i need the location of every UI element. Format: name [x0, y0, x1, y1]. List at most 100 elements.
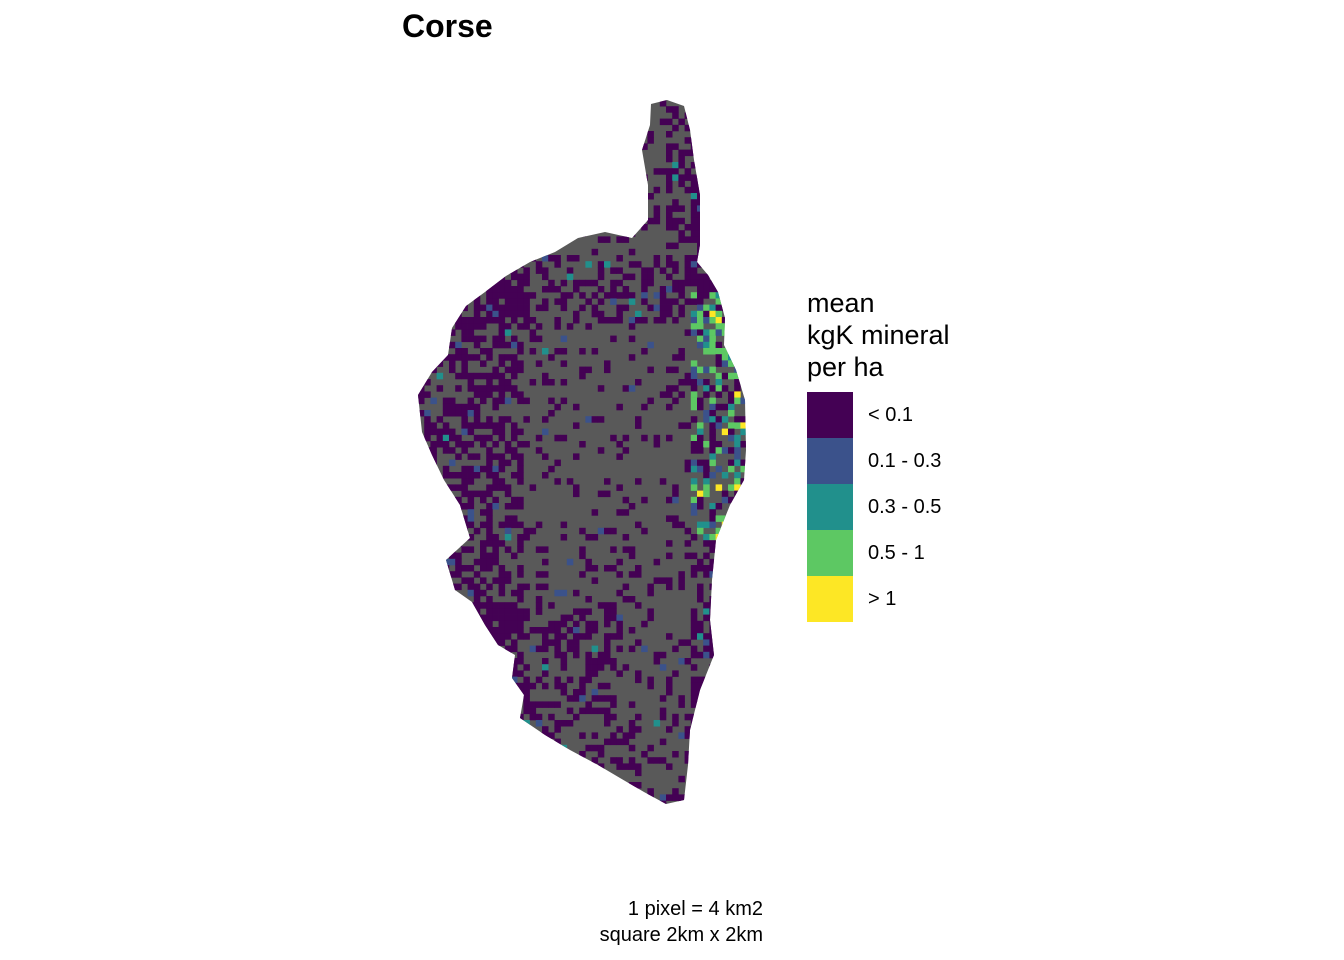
- raster-pixel: [672, 713, 679, 721]
- raster-pixel: [529, 682, 537, 690]
- raster-pixel: [504, 304, 512, 312]
- raster-pixel: [579, 279, 586, 287]
- raster-pixel: [523, 763, 530, 770]
- raster-pixel: [734, 515, 741, 522]
- raster-pixel: [529, 701, 537, 708]
- raster-pixel: [467, 261, 475, 268]
- raster-pixel: [697, 193, 704, 200]
- raster-pixel: [734, 651, 741, 659]
- raster-pixel: [622, 664, 630, 671]
- raster-pixel: [523, 267, 530, 274]
- raster-pixel: [690, 174, 698, 181]
- raster-pixel: [616, 670, 623, 677]
- raster-pixel: [473, 224, 481, 231]
- raster-pixel: [436, 658, 444, 665]
- raster-pixel: [721, 199, 729, 206]
- raster-pixel: [709, 230, 716, 237]
- raster-pixel: [604, 261, 611, 268]
- raster-pixel: [523, 633, 530, 640]
- raster-pixel: [690, 620, 698, 628]
- raster-pixel: [517, 137, 524, 144]
- raster-pixel: [709, 540, 716, 547]
- raster-pixel: [703, 608, 710, 615]
- raster-pixel: [610, 224, 617, 231]
- raster-pixel: [573, 620, 580, 628]
- raster-pixel: [436, 162, 444, 169]
- raster-pixel: [504, 385, 512, 392]
- raster-pixel: [585, 416, 592, 423]
- raster-pixel: [690, 484, 698, 491]
- raster-pixel: [604, 602, 611, 609]
- raster-pixel: [548, 242, 555, 250]
- raster-pixel: [473, 193, 481, 200]
- raster-pixel: [449, 608, 456, 615]
- raster-pixel: [455, 124, 462, 132]
- raster-pixel: [734, 416, 741, 423]
- raster-pixel: [418, 577, 425, 584]
- raster-pixel: [715, 174, 723, 181]
- raster-pixel: [430, 490, 437, 498]
- raster-pixel: [690, 701, 698, 708]
- raster-pixel: [535, 143, 543, 150]
- raster-pixel: [740, 416, 746, 423]
- raster-pixel: [690, 112, 698, 119]
- raster-pixel: [424, 732, 431, 739]
- raster-pixel: [740, 620, 746, 628]
- raster-pixel: [430, 267, 437, 274]
- raster-pixel: [734, 360, 741, 367]
- raster-pixel: [455, 341, 462, 349]
- raster-pixel: [747, 726, 754, 733]
- raster-pixel: [467, 211, 475, 219]
- raster-pixel: [461, 100, 468, 107]
- raster-pixel: [430, 298, 437, 305]
- raster-pixel: [418, 732, 425, 739]
- raster-pixel: [498, 329, 506, 336]
- raster-pixel: [511, 186, 518, 194]
- raster-pixel: [548, 168, 555, 175]
- raster-pixel: [597, 695, 605, 702]
- raster-pixel: [449, 180, 456, 188]
- raster-pixel: [486, 552, 493, 560]
- raster-pixel: [721, 149, 729, 157]
- raster-pixel: [523, 664, 530, 671]
- raster-pixel: [715, 695, 723, 702]
- raster-pixel: [697, 273, 704, 281]
- raster-pixel: [566, 627, 574, 634]
- raster-pixel: [585, 205, 592, 212]
- raster-pixel: [455, 689, 462, 696]
- raster-pixel: [511, 366, 518, 374]
- raster-pixel: [709, 534, 716, 541]
- raster-pixel: [430, 186, 437, 194]
- raster-pixel: [585, 596, 592, 603]
- raster-pixel: [467, 472, 475, 479]
- raster-pixel: [697, 180, 704, 188]
- raster-pixel: [597, 286, 605, 293]
- raster-pixel: [442, 614, 450, 622]
- raster-pixel: [455, 515, 462, 522]
- raster-pixel: [467, 118, 475, 126]
- raster-pixel: [511, 118, 518, 126]
- raster-pixel: [473, 341, 481, 349]
- raster-pixel: [449, 112, 456, 119]
- raster-pixel: [511, 372, 518, 380]
- raster-pixel: [747, 528, 754, 535]
- raster-pixel: [690, 397, 698, 405]
- raster-pixel: [690, 732, 698, 739]
- raster-pixel: [449, 100, 456, 107]
- raster-pixel: [424, 713, 431, 721]
- raster-pixel: [480, 465, 487, 473]
- raster-pixel: [511, 211, 518, 219]
- raster-pixel: [573, 775, 580, 783]
- raster-pixel: [579, 348, 586, 355]
- raster-pixel: [690, 614, 698, 622]
- raster-pixel: [418, 341, 425, 349]
- raster-pixel: [610, 757, 617, 764]
- raster-pixel: [455, 627, 462, 634]
- raster-pixel: [486, 416, 493, 423]
- raster-pixel: [747, 596, 754, 603]
- raster-pixel: [628, 298, 636, 305]
- raster-pixel: [610, 100, 617, 107]
- raster-pixel: [560, 620, 568, 628]
- raster-pixel: [436, 341, 444, 349]
- raster-pixel: [511, 744, 518, 752]
